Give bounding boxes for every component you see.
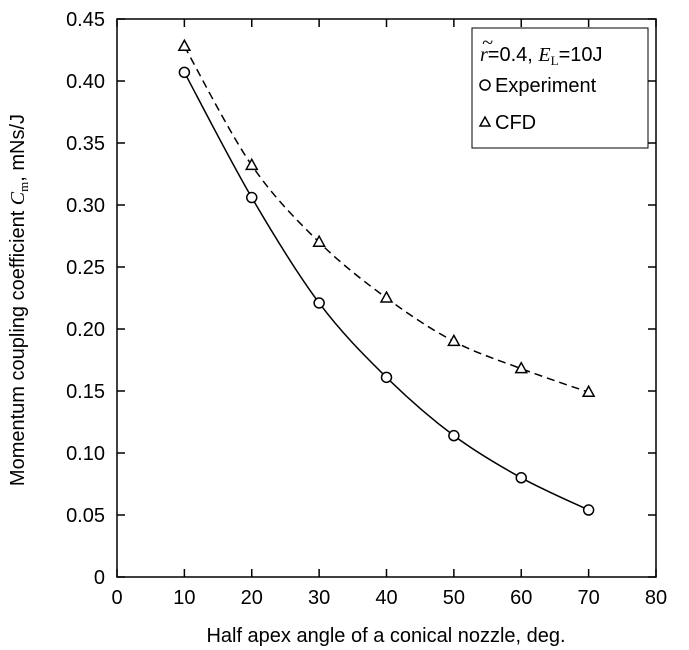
y-axis-title: Momentum coupling coefficient Cm, mNs/J [7,114,31,486]
cfd-point [514,361,529,374]
x-tick-label: 10 [173,587,195,609]
legend-cfd-marker [478,115,492,127]
tick-labels: 0 10 20 30 40 50 60 70 80 0 0.05 0.10 0.15 0.20 0.25 0.… [66,9,667,609]
legend-experiment-marker [479,79,491,91]
experiment-point [178,66,191,79]
experiment-point [246,191,258,204]
y-tick-label: 0.20 [66,319,105,341]
cfd-point [312,234,326,247]
y-tick-label: 0.15 [66,381,105,403]
series-layer [177,38,596,516]
x-axis-title: Half apex angle of a conical nozzle, deg… [206,625,565,647]
x-tick-label: 50 [443,587,465,609]
x-tick-label: 60 [510,587,532,609]
cfd-point [177,38,192,52]
y-tick-label: 0 [94,567,105,589]
y-tick-label: 0.05 [66,505,105,527]
experiment-point [448,429,460,442]
cfd-point [379,290,394,303]
cfd-point [244,157,259,171]
cfd-point [581,384,596,397]
y-tick-label: 0.40 [66,71,105,93]
x-tick-label: 20 [241,587,263,609]
legend-experiment-label: Experiment [495,75,597,97]
legend-box [471,27,649,149]
x-tick-label: 80 [645,587,667,609]
x-tick-label: 30 [308,587,330,609]
experiment-point [313,297,325,309]
legend: r=0.4, EL=10J ~ Experiment CFD [471,27,649,149]
legend-cfd-label: CFD [495,112,536,134]
x-tick-label: 70 [578,587,600,609]
y-tick-label: 0.10 [66,443,105,465]
cfd-point [447,333,461,347]
legend-header: r=0.4, EL=10J [480,44,603,68]
x-tick-label: 0 [111,587,122,609]
experiment-point [380,371,393,384]
y-tick-label: 0.35 [66,133,105,155]
axis-ticks [116,18,657,578]
y-tick-label: 0.25 [66,257,105,279]
experiment-point [515,472,527,484]
x-tick-label: 40 [375,587,397,609]
y-tick-label: 0.30 [66,195,105,217]
experiment-point [582,504,595,516]
legend-r-tilde: ~ [482,32,493,54]
y-tick-label: 0.45 [66,9,105,31]
